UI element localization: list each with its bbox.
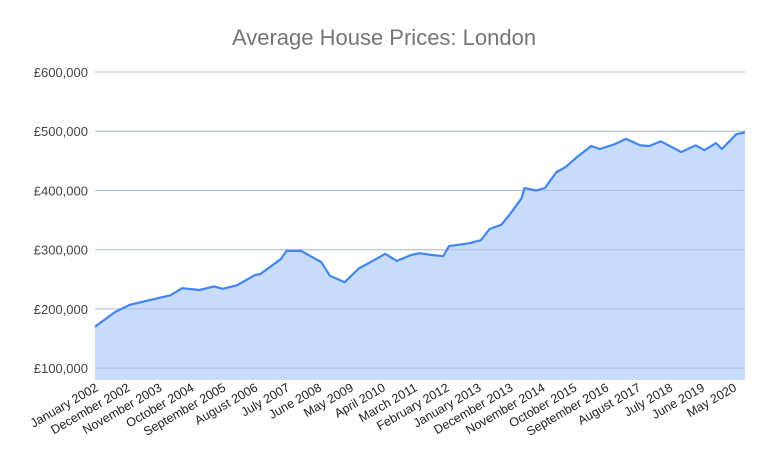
y-tick-label: £400,000 [34, 183, 88, 198]
y-axis-labels: £100,000 £200,000 £300,000 £400,000 £500,000… [34, 65, 88, 376]
y-tick-label: £200,000 [34, 302, 88, 317]
y-tick-label: £600,000 [34, 65, 88, 80]
series-area [94, 71, 746, 380]
y-tick-label: £500,000 [34, 124, 88, 139]
chart-title: Average House Prices: London [232, 25, 536, 50]
area-fill [95, 132, 745, 380]
y-tick-label: £100,000 [34, 361, 88, 376]
y-tick-label: £300,000 [34, 243, 88, 258]
series-line [94, 131, 746, 328]
